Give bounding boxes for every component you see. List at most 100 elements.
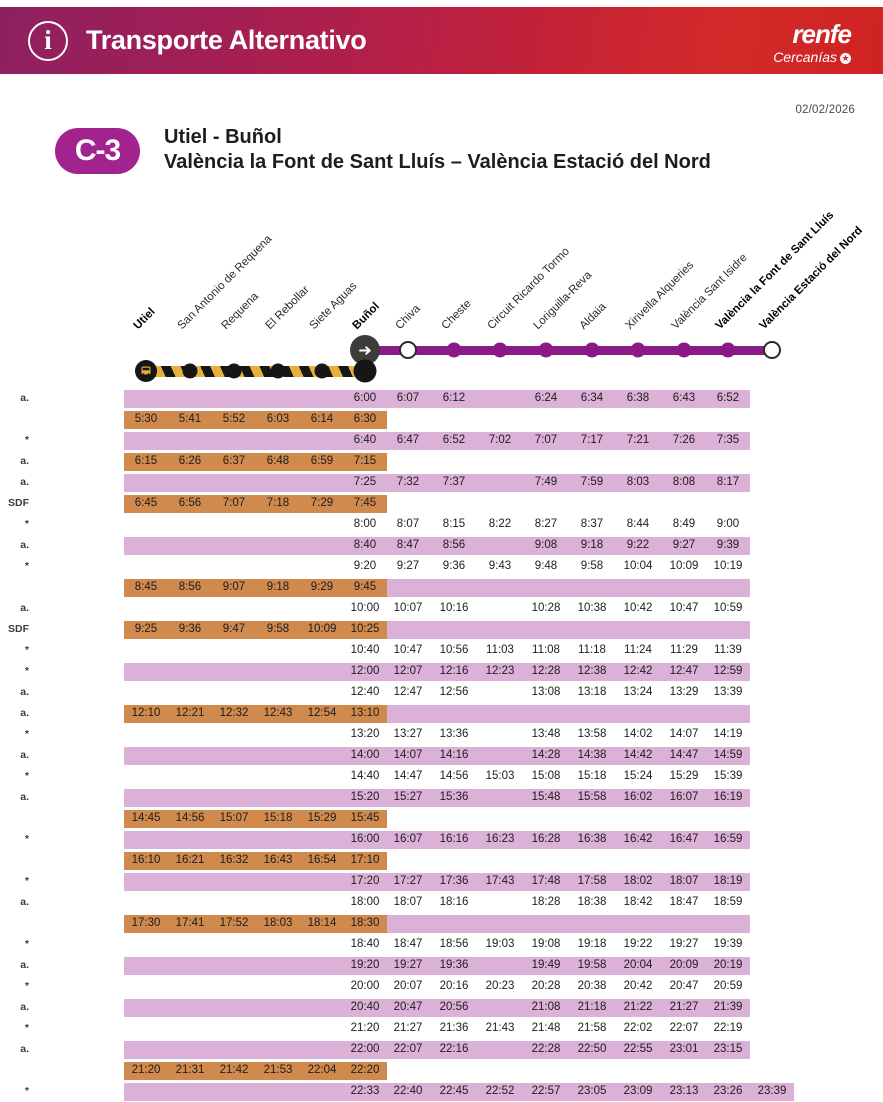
time-cell: 12:43	[263, 707, 293, 719]
time-cell: 16:16	[439, 833, 469, 845]
renfe-logo: renfe Cercanías ★	[773, 21, 852, 66]
time-cell: 20:38	[577, 980, 607, 992]
table-row: * 12:00 12:07 12:16 12:23 12:28 12:38 12:42 12:4…	[0, 661, 883, 682]
time-cell: 12:23	[485, 665, 515, 677]
time-cell: 12:38	[577, 665, 607, 677]
time-cell: 21:42	[219, 1064, 249, 1076]
top-banner: i Transporte Alternativo renfe Cercanías…	[0, 7, 883, 74]
time-cell: 10:07	[393, 602, 423, 614]
time-cell: 10:38	[577, 602, 607, 614]
time-cell: 13:39	[713, 686, 743, 698]
time-cell: 7:17	[580, 434, 604, 446]
time-cell: 18:59	[713, 896, 743, 908]
time-cell: 8:40	[353, 539, 377, 551]
time-cell: 18:47	[393, 938, 423, 950]
station-node-rail	[584, 342, 600, 358]
station-label-7: Cheste	[439, 297, 474, 332]
time-cell: 11:08	[532, 644, 560, 656]
row-band-bus	[124, 578, 387, 597]
time-cell: 8:00	[353, 518, 377, 530]
row-label: a.	[20, 959, 29, 971]
time-cell: 17:30	[131, 917, 161, 929]
time-cell: 9:25	[134, 623, 158, 635]
table-row: a. 12:10 12:21 12:32 12:43 12:54 13:10	[0, 703, 883, 724]
time-cell: 8:56	[178, 581, 202, 593]
time-cell: 20:59	[713, 980, 743, 992]
station-label-6: Chiva	[393, 302, 423, 332]
time-cell: 20:47	[393, 1001, 423, 1013]
time-cell: 16:47	[669, 833, 699, 845]
station-label-5: Buñol	[350, 300, 383, 332]
time-cell: 13:24	[623, 686, 653, 698]
time-cell: 19:36	[439, 959, 469, 971]
station-node-rail	[492, 342, 508, 358]
station-label-8: Circuit Ricardo Tormo	[485, 245, 573, 332]
time-cell: 19:27	[393, 959, 423, 971]
station-node-bus	[314, 363, 330, 379]
time-cell: 15:48	[531, 791, 561, 803]
info-icon: i	[28, 20, 68, 61]
table-row: 8:45 8:56 9:07 9:18 9:29 9:45	[0, 577, 883, 598]
time-cell: 14:47	[393, 770, 423, 782]
time-cell: 9:45	[353, 581, 377, 593]
row-label: a.	[20, 896, 29, 908]
time-cell: 23:05	[577, 1085, 607, 1097]
time-cell: 13:18	[577, 686, 607, 698]
time-cell: 18:47	[669, 896, 699, 908]
time-cell: 15:20	[350, 791, 380, 803]
time-cell: 16:42	[623, 833, 653, 845]
time-cell: 7:02	[488, 434, 512, 446]
station-node-rail	[538, 342, 554, 358]
time-cell: 15:39	[713, 770, 743, 782]
time-cell: 21:43	[485, 1022, 515, 1034]
time-cell: 6:43	[672, 392, 696, 404]
time-cell: 19:18	[577, 938, 607, 950]
row-band-rail	[124, 473, 750, 492]
table-row: a. 20:40 20:47 20:56 21:08 21:18 21:22 21:27 21:…	[0, 997, 883, 1018]
row-label: *	[24, 728, 29, 740]
time-cell: 20:40	[350, 1001, 380, 1013]
time-cell: 12:32	[219, 707, 249, 719]
time-cell: 15:07	[219, 812, 249, 824]
time-cell: 8:17	[716, 476, 740, 488]
station-node-rail	[446, 342, 462, 358]
time-cell: 9:47	[222, 623, 246, 635]
time-cell: 12:59	[713, 665, 743, 677]
row-label	[0, 577, 31, 598]
time-cell: 18:16	[439, 896, 469, 908]
row-band-rail	[124, 998, 750, 1017]
time-cell: 6:34	[580, 392, 604, 404]
time-cell: 16:23	[485, 833, 515, 845]
time-cell: 22:04	[307, 1064, 337, 1076]
row-label: a.	[20, 392, 29, 404]
time-cell: 6:59	[310, 455, 334, 467]
time-cell: 21:48	[531, 1022, 561, 1034]
rail-line-segment	[373, 345, 772, 355]
time-cell: 17:48	[531, 875, 561, 887]
time-cell: 6:48	[266, 455, 290, 467]
row-band-bus	[124, 851, 387, 870]
row-label	[0, 808, 31, 829]
time-cell: 17:10	[350, 854, 380, 866]
row-label: *	[24, 938, 29, 950]
row-label: *	[24, 434, 29, 446]
time-cell: 6:15	[134, 455, 158, 467]
route-diagram: Utiel San Antonio de Requena Requena El Reb…	[0, 190, 883, 386]
station-node-bus	[270, 363, 286, 379]
time-cell: 16:21	[175, 854, 205, 866]
table-row: * 18:40 18:47 18:56 19:03 19:08 19:18 19:22 19:2…	[0, 934, 883, 955]
time-cell: 10:47	[393, 644, 423, 656]
table-row: a. 6:15 6:26 6:37 6:48 6:59 7:15	[0, 451, 883, 472]
time-cell: 9:58	[266, 623, 290, 635]
time-cell: 14:56	[175, 812, 205, 824]
time-cell: 12:10	[131, 707, 161, 719]
time-cell: 6:56	[178, 497, 202, 509]
time-cell: 6:30	[353, 413, 377, 425]
time-cell: 8:56	[442, 539, 466, 551]
time-cell: 21:36	[439, 1022, 469, 1034]
row-band-bus	[124, 809, 387, 828]
time-cell: 13:58	[577, 728, 607, 740]
time-cell: 14:07	[669, 728, 699, 740]
time-cell: 19:27	[669, 938, 699, 950]
row-band-bus	[124, 704, 387, 723]
